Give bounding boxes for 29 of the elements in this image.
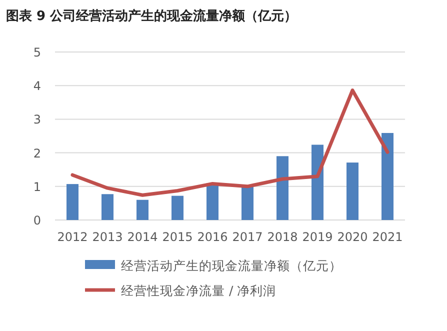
bar [66, 184, 78, 220]
y-tick-label: 2 [33, 146, 41, 160]
x-tick-label: 2018 [267, 230, 298, 244]
bar [242, 185, 254, 220]
x-tick-label: 2017 [232, 230, 263, 244]
y-tick-label: 5 [33, 46, 41, 60]
x-tick-label: 2015 [162, 230, 193, 244]
x-tick-label: 2020 [337, 230, 368, 244]
bar [102, 194, 114, 220]
chart-title: 图表 9 公司经营活动产生的现金流量净额（亿元） [6, 8, 298, 24]
legend-label: 经营活动产生的现金流量净额（亿元） [121, 258, 342, 273]
y-tick-label: 4 [33, 79, 41, 94]
bar [136, 200, 148, 220]
y-tick-label: 3 [33, 112, 41, 127]
bar [276, 156, 288, 220]
x-tick-label: 2021 [372, 230, 403, 244]
x-tick-label: 2014 [127, 230, 158, 244]
bar [382, 132, 394, 220]
x-tick-label: 2016 [197, 230, 228, 244]
bar [312, 144, 324, 220]
bar [172, 196, 184, 220]
bar [206, 183, 218, 220]
y-tick-label: 0 [33, 214, 41, 228]
x-tick-label: 2012 [57, 230, 88, 244]
legend-label: 经营性现金净流量 / 净利润 [121, 283, 276, 298]
x-tick-label: 2013 [92, 230, 123, 244]
y-tick-label: 1 [33, 180, 41, 194]
x-tick-label: 2019 [302, 230, 333, 244]
bar [346, 162, 358, 220]
